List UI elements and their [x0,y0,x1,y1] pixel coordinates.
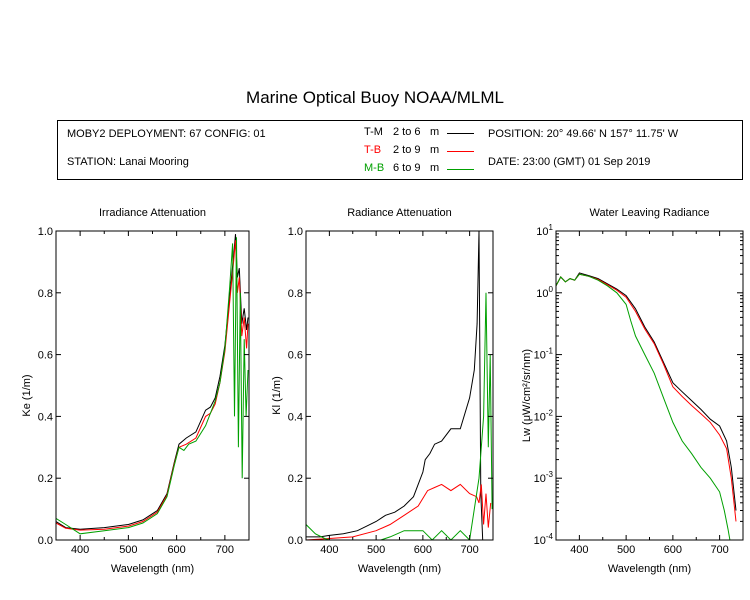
x-tick-label: 700 [710,544,728,556]
legend-unit-mb: m [430,162,440,174]
y-tick-label: 0.0 [38,535,53,547]
station-text: STATION: Lanai Mooring [67,156,189,168]
series-line-m-b [556,273,731,540]
deployment-text: MOBY2 DEPLOYMENT: 67 CONFIG: 01 [67,128,266,140]
plot-frame [305,230,494,541]
y-tick-label: 0.4 [288,411,303,423]
y-tick-label: 1.0 [288,226,303,238]
x-tick-label: 400 [320,544,338,556]
y-axis-label: Lw (μW/cm²/sr/nm) [521,349,533,442]
info-box: MOBY2 DEPLOYMENT: 67 CONFIG: 01 STATION:… [57,120,743,180]
legend-range-tb: 2 to 9 [393,144,421,156]
chart-title: Radiance Attenuation [347,207,452,219]
series-line-m-b [306,292,493,540]
y-tick-label: 101 [536,223,553,238]
y-tick-label: 0.8 [288,288,303,300]
legend-code-mb: M-B [364,162,385,174]
x-axis-label: Wavelength (nm) [608,563,691,575]
legend-code-tb: T-B [364,144,382,156]
x-tick-label: 700 [460,544,478,556]
series-line-t-b [306,483,492,540]
series-line-t-m [306,231,484,540]
y-tick-label: 10-3 [534,470,554,485]
y-tick-label: 1.0 [38,226,53,238]
chart-1: Irradiance Attenuation 400 500 600 700 0.0 0.2… [21,207,250,575]
legend-line-mb [447,169,474,170]
legend-range-tm: 2 to 6 [393,126,421,138]
x-tick-label: 500 [119,544,137,556]
legend-line-tb [447,151,474,152]
x-tick-label: 500 [617,544,635,556]
x-tick-label: 600 [664,544,682,556]
date-text: DATE: 23:00 (GMT) 01 Sep 2019 [488,156,651,168]
plot-frame [55,230,250,541]
x-axis-label: Wavelength (nm) [111,563,194,575]
y-tick-label: 0.6 [288,350,303,362]
legend-code-tm: T-M [364,126,383,138]
y-tick-label: 0.2 [38,473,53,485]
chart-3: Water Leaving Radiance 400 500 600 700 101 100… [521,207,744,575]
position-text: POSITION: 20° 49.66' N 157° 11.75' W [488,128,679,140]
y-tick-label: 0.2 [288,473,303,485]
x-tick-label: 400 [570,544,588,556]
chart-title: Irradiance Attenuation [99,207,206,219]
y-axis-label: Kl (1/m) [271,376,283,415]
y-tick-label: 10-2 [534,408,554,423]
page-title: Marine Optical Buoy NOAA/MLML [246,88,504,107]
chart-title: Water Leaving Radiance [589,207,709,219]
series-line-t-m [56,234,249,530]
series-line-t-b [556,273,737,522]
y-tick-label: 0.8 [38,288,53,300]
legend-line-tm [447,133,474,134]
x-tick-label: 700 [216,544,234,556]
x-tick-label: 500 [367,544,385,556]
plot-frame [555,230,744,541]
y-tick-label: 10-1 [534,347,554,362]
legend-range-mb: 6 to 9 [393,162,421,174]
y-tick-label: 0.6 [38,350,53,362]
x-tick-label: 400 [71,544,89,556]
y-tick-label: 0.4 [38,411,53,423]
y-axis-label: Ke (1/m) [21,374,33,416]
series-line-t-m [556,272,737,511]
x-axis-label: Wavelength (nm) [358,563,441,575]
y-tick-label: 10-4 [534,532,554,547]
chart-2: Radiance Attenuation 400 500 600 700 0.0 0.2 0.… [271,207,494,575]
legend-unit-tm: m [430,126,440,138]
series-line-t-b [56,240,249,531]
y-tick-label: 0.0 [288,535,303,547]
series-line-m-b [56,237,249,535]
legend-unit-tb: m [430,144,440,156]
x-tick-label: 600 [167,544,185,556]
x-tick-label: 600 [414,544,432,556]
y-tick-label: 100 [536,285,553,300]
